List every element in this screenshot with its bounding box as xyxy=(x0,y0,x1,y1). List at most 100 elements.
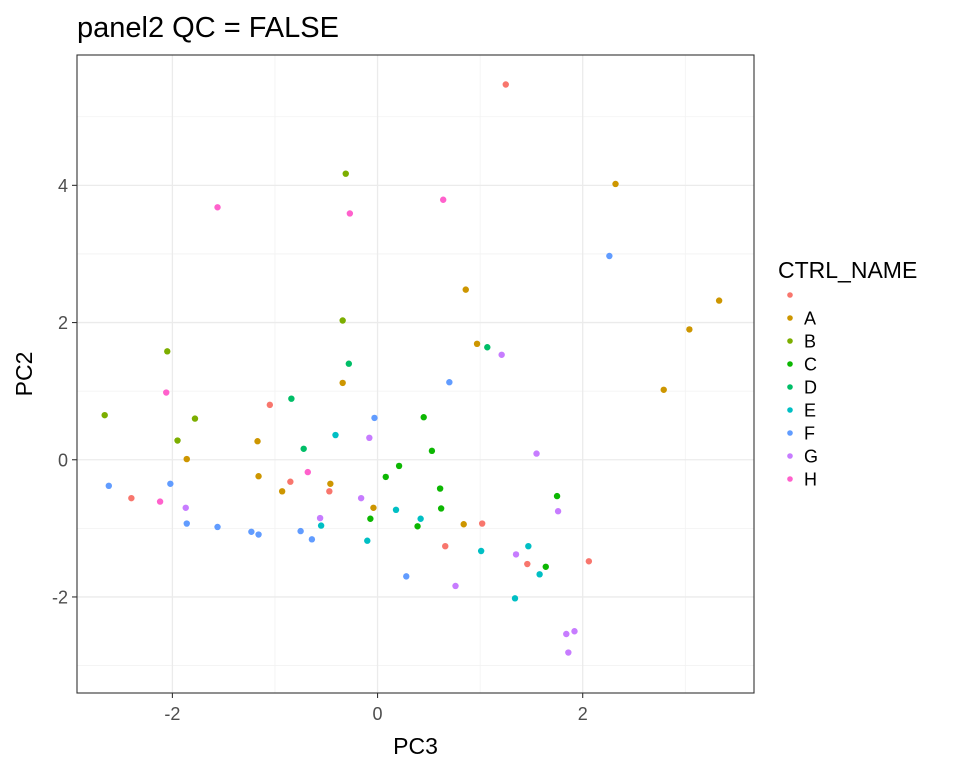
data-point xyxy=(101,411,108,419)
data-point xyxy=(473,340,481,348)
data-point xyxy=(511,595,519,602)
legend-label: B xyxy=(804,332,816,352)
chart-title: panel2 QC = FALSE xyxy=(77,12,339,44)
data-point xyxy=(167,480,174,487)
data-point xyxy=(478,520,486,527)
legend-label: F xyxy=(804,424,815,444)
data-point xyxy=(163,389,170,396)
data-point xyxy=(533,450,540,457)
data-point xyxy=(297,527,304,535)
data-point xyxy=(326,488,333,495)
data-point xyxy=(612,180,619,188)
x-axis-ticks: -2 0 2 xyxy=(164,693,588,724)
data-point xyxy=(571,628,578,635)
data-point xyxy=(357,494,365,502)
data-point xyxy=(339,317,346,324)
data-point xyxy=(542,563,549,570)
data-point xyxy=(417,515,424,522)
data-point xyxy=(345,360,353,367)
x-tick-label: 2 xyxy=(578,704,588,724)
legend-label: E xyxy=(804,401,816,421)
data-point xyxy=(585,558,593,565)
data-point xyxy=(255,531,262,538)
legend-title: CTRL_NAME xyxy=(778,257,917,283)
data-point xyxy=(715,297,723,304)
y-tick-label: 4 xyxy=(58,176,68,196)
data-point xyxy=(156,498,164,505)
data-point xyxy=(382,473,389,481)
data-point xyxy=(255,473,262,480)
data-point xyxy=(442,542,449,550)
data-point xyxy=(300,445,307,452)
data-point xyxy=(660,386,667,393)
data-point xyxy=(248,528,255,535)
data-point xyxy=(316,514,324,522)
data-point xyxy=(339,379,346,387)
data-point xyxy=(462,286,469,293)
data-point xyxy=(502,81,509,88)
data-point xyxy=(512,551,520,558)
data-point xyxy=(364,537,371,544)
legend-label: A xyxy=(804,309,816,329)
y-tick-label: -2 xyxy=(52,587,68,607)
legend-label: C xyxy=(804,355,817,375)
legend-key xyxy=(787,476,793,482)
data-point xyxy=(392,506,400,514)
legend-label: G xyxy=(804,447,818,467)
grid-major xyxy=(77,55,754,693)
data-point xyxy=(287,478,294,485)
legend-key xyxy=(787,430,793,436)
data-point xyxy=(452,582,459,590)
data-point xyxy=(332,431,339,439)
data-point xyxy=(524,560,531,568)
data-point xyxy=(565,649,572,656)
data-point xyxy=(278,488,286,495)
data-point xyxy=(498,351,505,358)
data-point xyxy=(191,415,199,422)
data-point xyxy=(563,630,570,638)
data-point xyxy=(477,547,485,555)
legend-key xyxy=(787,384,793,390)
data-point xyxy=(420,414,427,421)
data-point xyxy=(183,520,190,527)
legend-key xyxy=(787,407,793,413)
data-point xyxy=(327,480,334,487)
data-point xyxy=(174,437,181,444)
x-tick-label: 0 xyxy=(373,704,383,724)
data-point xyxy=(346,210,354,217)
data-point xyxy=(686,326,693,333)
data-point xyxy=(266,401,274,409)
y-axis-title: PC2 xyxy=(11,352,37,397)
legend-label: D xyxy=(804,378,817,398)
data-point xyxy=(436,485,444,492)
data-point xyxy=(446,379,453,386)
data-point xyxy=(105,482,112,490)
data-point xyxy=(288,395,295,402)
data-point xyxy=(317,522,325,529)
data-point xyxy=(553,492,561,500)
data-point xyxy=(395,462,403,470)
data-point xyxy=(254,438,261,445)
data-points xyxy=(101,81,723,656)
legend-label: H xyxy=(804,470,817,490)
data-point xyxy=(536,571,543,578)
data-point xyxy=(182,504,189,511)
data-point xyxy=(304,468,311,476)
legend-key xyxy=(787,338,793,344)
data-point xyxy=(128,494,135,502)
data-point xyxy=(214,523,221,531)
data-point xyxy=(403,573,410,580)
data-point xyxy=(414,523,421,530)
x-tick-label: -2 xyxy=(164,704,180,724)
data-point xyxy=(484,344,491,351)
data-point xyxy=(439,196,447,203)
data-point xyxy=(460,521,467,528)
data-point xyxy=(437,505,445,512)
y-tick-label: 0 xyxy=(58,450,68,470)
data-point xyxy=(371,414,378,422)
legend-key xyxy=(787,315,793,321)
